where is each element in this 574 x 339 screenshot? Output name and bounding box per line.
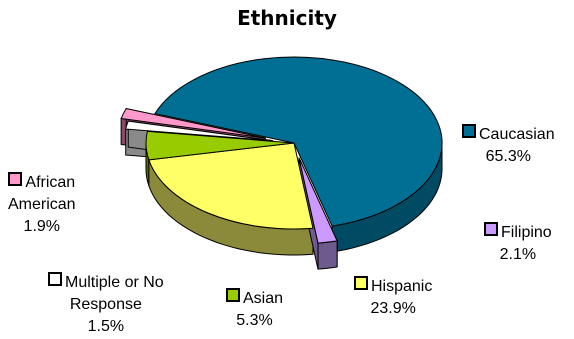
legend-key-african-american xyxy=(8,172,23,186)
pie-slice-multiple-or-no-response xyxy=(125,120,273,142)
pie-slice-african-american xyxy=(120,108,266,139)
legend-key-multiple xyxy=(48,272,62,286)
legend-key-caucasian xyxy=(462,124,476,138)
data-label-multiple: Multiple or No Response 1.5% xyxy=(48,272,164,338)
label-value-asian: 5.3% xyxy=(236,312,273,329)
chart-title: Ethnicity xyxy=(237,6,337,30)
label-value-multiple: 1.5% xyxy=(87,318,125,335)
pie-slice-asian xyxy=(145,130,295,161)
label-value-filipino: 2.1% xyxy=(499,246,537,263)
legend-key-hispanic xyxy=(354,276,368,290)
label-text-african-american-line1: African xyxy=(25,174,76,191)
label-text-asian: Asian xyxy=(243,290,284,307)
label-text-african-american-line2: American xyxy=(8,196,76,213)
data-label-filipino: Filipino 2.1% xyxy=(484,222,552,266)
pie-slice-caucasian xyxy=(154,56,443,227)
label-text-hispanic: Hispanic xyxy=(371,278,433,295)
label-text-multiple-line2: Response xyxy=(69,296,142,313)
label-text-filipino: Filipino xyxy=(501,224,552,241)
pie-slice-filipino xyxy=(298,157,338,244)
label-value-african-american: 1.9% xyxy=(23,218,61,235)
legend-key-asian xyxy=(226,288,240,302)
pie-rim-filipino-0 xyxy=(317,240,338,270)
label-text-multiple-line1: Multiple or No xyxy=(65,274,164,291)
pie-slice-hispanic xyxy=(148,142,314,230)
data-label-caucasian: Caucasian 65.3% xyxy=(462,124,555,168)
legend-key-filipino xyxy=(484,222,498,236)
data-label-african-american: African American 1.9% xyxy=(8,172,76,238)
label-value-hispanic: 23.9% xyxy=(370,300,416,317)
data-label-asian: Asian 5.3% xyxy=(226,288,283,332)
label-value-caucasian: 65.3% xyxy=(485,148,531,165)
label-text-caucasian: Caucasian xyxy=(479,126,555,143)
data-label-hispanic: Hispanic 23.9% xyxy=(354,276,432,320)
